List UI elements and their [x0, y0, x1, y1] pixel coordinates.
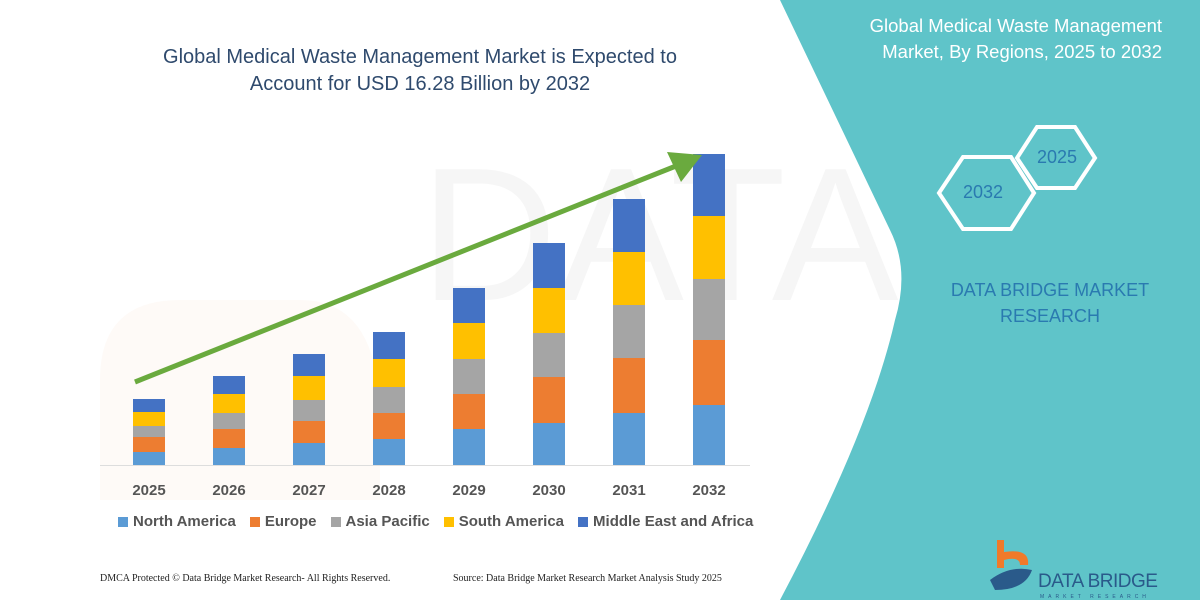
x-tick-label: 2032: [692, 482, 725, 499]
bar-segment-2028-south-america: [373, 359, 405, 387]
bar-segment-2030-asia-pacific: [533, 333, 565, 377]
logo-subtitle: MARKET RESEARCH: [1040, 594, 1150, 600]
brand-line1: DATA BRIDGE MARKET: [950, 280, 1150, 300]
bar-segment-2026-north-america: [213, 448, 245, 465]
legend-item: Europe: [249, 513, 317, 530]
panel-title-line1: Global Medical Waste Management: [869, 15, 1162, 36]
x-tick-label: 2030: [532, 482, 565, 499]
chart-title-line1: Global Medical Waste Management Market i…: [163, 46, 677, 68]
legend-label: Asia Pacific: [345, 513, 430, 530]
bar-segment-2032-south-america: [693, 216, 725, 279]
trend-arrow-shaft: [134, 163, 677, 385]
legend-label: North America: [133, 513, 236, 530]
bar-segment-2029-asia-pacific: [453, 359, 485, 394]
legend-swatch: [118, 516, 128, 527]
footer-copyright: DMCA Protected © Data Bridge Market Rese…: [100, 573, 391, 584]
bar-segment-2032-north-america: [693, 405, 725, 465]
bar-segment-2029-north-america: [453, 429, 485, 465]
panel-title: Global Medical Waste Management Market, …: [800, 13, 1162, 65]
bar-segment-2030-south-america: [533, 288, 565, 333]
x-tick-label: 2029: [452, 482, 485, 499]
bar-segment-2025-south-america: [133, 412, 165, 426]
legend-item: Asia Pacific: [330, 513, 430, 530]
bar-segment-2031-south-america: [613, 252, 645, 305]
bar-segment-2028-europe: [373, 413, 405, 439]
bar-segment-2031-europe: [613, 358, 645, 413]
bar-segment-2027-north-america: [293, 443, 325, 465]
x-tick-label: 2028: [372, 482, 405, 499]
bar-segment-2025-asia-pacific: [133, 426, 165, 437]
bar-segment-2025-europe: [133, 437, 165, 452]
bar-segment-2032-asia-pacific: [693, 279, 725, 340]
bar-segment-2029-south-america: [453, 323, 485, 359]
legend-label: Middle East and Africa: [593, 513, 754, 530]
bar-segment-2026-south-america: [213, 394, 245, 413]
right-panel: [780, 0, 1200, 600]
x-tick-label: 2031: [612, 482, 645, 499]
footer-source: Source: Data Bridge Market Research Mark…: [453, 573, 722, 584]
bar-segment-2025-middle-east-and-africa: [133, 399, 165, 412]
legend: North America Europe Asia Pacific South Ame…: [118, 513, 753, 530]
legend-label: South America: [458, 513, 565, 530]
legend-swatch: [330, 516, 341, 527]
bar-segment-2026-asia-pacific: [213, 413, 245, 429]
logo-icon: [990, 540, 1032, 590]
chart-title-line2: Account for USD 16.28 Billion by 2032: [249, 73, 591, 95]
brand-line2: RESEARCH: [999, 306, 1101, 326]
bar-segment-2029-middle-east-and-africa: [453, 288, 485, 323]
bar-segment-2030-middle-east-and-africa: [533, 243, 565, 288]
bar-segment-2026-middle-east-and-africa: [213, 376, 245, 394]
legend-item: South America: [443, 513, 565, 530]
bar-segment-2029-europe: [453, 394, 485, 429]
bar-segment-2026-europe: [213, 429, 245, 448]
bar-segment-2032-europe: [693, 340, 725, 405]
bar-segment-2028-asia-pacific: [373, 387, 405, 413]
brand-text: DATA BRIDGE MARKET RESEARCH: [900, 277, 1200, 329]
legend-swatch: [249, 516, 260, 527]
bar-segment-2027-europe: [293, 421, 325, 443]
bar-segment-2030-north-america: [533, 423, 565, 465]
bar-segment-2027-asia-pacific: [293, 400, 325, 421]
hexagon-2032: [936, 155, 1037, 231]
bar-segment-2028-middle-east-and-africa: [373, 332, 405, 359]
chart-title: Global Medical Waste Management Market i…: [120, 44, 720, 98]
legend-item: Middle East and Africa: [578, 513, 753, 530]
x-tick-label: 2025: [132, 482, 165, 499]
legend-label: Europe: [264, 513, 317, 530]
panel-title-line2: Market, By Regions, 2025 to 2032: [882, 41, 1162, 62]
bar-segment-2032-middle-east-and-africa: [693, 154, 725, 216]
bar-segment-2030-europe: [533, 377, 565, 423]
bar-segment-2031-asia-pacific: [613, 305, 645, 358]
legend-swatch: [578, 516, 589, 527]
legend-item: North America: [118, 513, 236, 530]
bar-segment-2031-middle-east-and-africa: [613, 199, 645, 252]
x-tick-label: 2026: [212, 482, 245, 499]
hex-label-2032: 2032: [963, 182, 1004, 202]
x-tick-label: 2027: [292, 482, 325, 499]
bar-segment-2028-north-america: [373, 439, 405, 465]
hexagon-2025: [1014, 125, 1098, 190]
bar-segment-2031-north-america: [613, 413, 645, 465]
trend-arrow-head: [667, 152, 702, 182]
logo-name: DATA BRIDGE: [1038, 571, 1158, 592]
bar-segment-2027-middle-east-and-africa: [293, 354, 325, 376]
legend-swatch: [443, 516, 454, 527]
hex-label-2025: 2025: [1037, 147, 1078, 167]
bar-segment-2025-north-america: [133, 452, 165, 465]
bar-segment-2027-south-america: [293, 376, 325, 400]
